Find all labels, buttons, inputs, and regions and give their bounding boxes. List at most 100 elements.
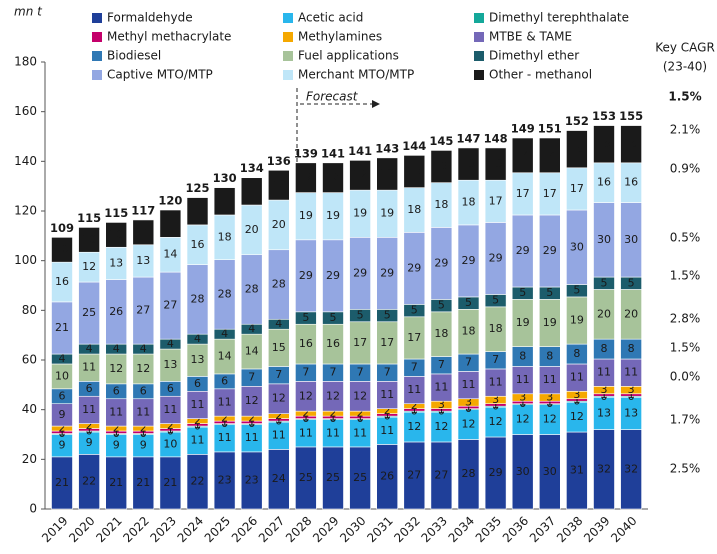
- segment-label: 4: [140, 342, 147, 355]
- segment-label: 10: [55, 369, 69, 382]
- segment-label: 2: [302, 407, 309, 420]
- segment-label: 18: [407, 203, 421, 216]
- legend-swatch: [92, 70, 102, 80]
- segment-label: 21: [55, 476, 69, 489]
- segment-label: 25: [353, 471, 367, 484]
- segment-label: 14: [245, 345, 259, 358]
- segment-label: 2: [221, 412, 228, 425]
- segment-label: 7: [492, 353, 499, 366]
- bar-segment: [430, 150, 453, 183]
- segment-label: 25: [326, 471, 340, 484]
- segment-label: 6: [221, 374, 228, 387]
- segment-label: 6: [86, 382, 93, 395]
- segment-label: 18: [462, 196, 476, 209]
- segment-label: 2: [194, 414, 201, 427]
- segment-label: 13: [489, 157, 503, 170]
- legend-label: Fuel applications: [298, 49, 399, 63]
- y-tick-label: 60: [22, 353, 37, 367]
- segment-label: 9: [59, 439, 66, 452]
- segment-label: 29: [353, 266, 367, 279]
- segment-label: 13: [163, 358, 177, 371]
- segment-label: 22: [82, 475, 96, 488]
- segment-label: 1: [302, 410, 309, 423]
- bar-segment: [240, 177, 263, 206]
- segment-label: 12: [489, 415, 503, 428]
- segment-label: 4: [248, 322, 255, 335]
- segment-label: 11: [218, 431, 232, 444]
- segment-label: 18: [218, 230, 232, 243]
- segment-label: 28: [191, 292, 205, 305]
- segment-label: 6: [59, 389, 66, 402]
- segment-label: 5: [465, 296, 472, 309]
- cagr-value: 1.7%: [670, 413, 701, 427]
- segment-label: 15: [597, 137, 611, 150]
- segment-label: 8: [573, 347, 580, 360]
- x-tick-label: 2025: [202, 514, 233, 545]
- segment-label: 29: [489, 251, 503, 264]
- legend-label: Merchant MTO/MTP: [298, 68, 414, 82]
- bar-segment: [186, 197, 209, 226]
- segment-label: 13: [109, 256, 123, 269]
- segment-label: 7: [302, 366, 309, 379]
- total-label: 115: [77, 211, 101, 225]
- segment-label: 6: [194, 377, 201, 390]
- segment-label: 12: [272, 178, 286, 191]
- legend-swatch: [474, 51, 484, 61]
- segment-label: 1: [221, 415, 228, 428]
- segment-label: 7: [248, 371, 255, 384]
- x-tick-label: 2031: [364, 514, 395, 545]
- segment-label: 12: [462, 418, 476, 431]
- cagr-value: 1.5%: [670, 341, 701, 355]
- bar-segment: [159, 209, 182, 238]
- segment-label: 7: [330, 366, 337, 379]
- total-label: 141: [321, 146, 345, 160]
- segment-label: 2: [330, 407, 337, 420]
- segment-label: 12: [353, 168, 367, 181]
- bar-segment: [620, 125, 642, 164]
- segment-label: 2: [140, 422, 147, 435]
- bar-segment: [566, 130, 588, 169]
- segment-label: 20: [272, 218, 286, 231]
- segment-label: 5: [384, 309, 391, 322]
- segment-label: 11: [462, 378, 476, 391]
- total-label: 148: [484, 131, 508, 145]
- segment-label: 5: [438, 299, 445, 312]
- segment-label: 2: [275, 409, 282, 422]
- segment-label: 7: [438, 358, 445, 371]
- segment-label: 5: [573, 284, 580, 297]
- segment-label: 5: [519, 286, 526, 299]
- x-tick-label: 2034: [446, 514, 477, 545]
- segment-label: 12: [434, 420, 448, 433]
- total-label: 149: [511, 121, 535, 135]
- forecast-arrow-head: [372, 100, 380, 108]
- segment-label: 10: [82, 233, 96, 246]
- bar-segment: [213, 187, 236, 216]
- segment-label: 1: [384, 408, 391, 421]
- segment-label: 1: [546, 395, 553, 408]
- segment-label: 4: [167, 337, 174, 350]
- segment-label: 29: [516, 244, 530, 257]
- segment-label: 1: [573, 393, 580, 406]
- segment-label: 3: [628, 383, 635, 396]
- segment-label: 1: [492, 398, 499, 411]
- total-label: 125: [185, 181, 209, 195]
- segment-label: 29: [434, 256, 448, 269]
- segment-label: 12: [543, 413, 557, 426]
- segment-label: 5: [357, 309, 364, 322]
- segment-label: 9: [113, 439, 120, 452]
- segment-label: 11: [191, 204, 205, 217]
- segment-label: 29: [326, 269, 340, 282]
- segment-label: 12: [109, 362, 123, 375]
- segment-label: 1: [167, 423, 174, 436]
- segment-label: 1: [86, 423, 93, 436]
- segment-label: 17: [353, 336, 367, 349]
- segment-label: 19: [570, 314, 584, 327]
- segment-label: 2: [86, 419, 93, 432]
- segment-label: 13: [462, 157, 476, 170]
- segment-label: 15: [624, 137, 638, 150]
- legend-swatch: [474, 13, 484, 23]
- segment-label: 27: [434, 468, 448, 481]
- cagr-value: 0.5%: [670, 231, 701, 245]
- y-tick-label: 180: [14, 55, 37, 69]
- segment-label: 4: [275, 317, 282, 330]
